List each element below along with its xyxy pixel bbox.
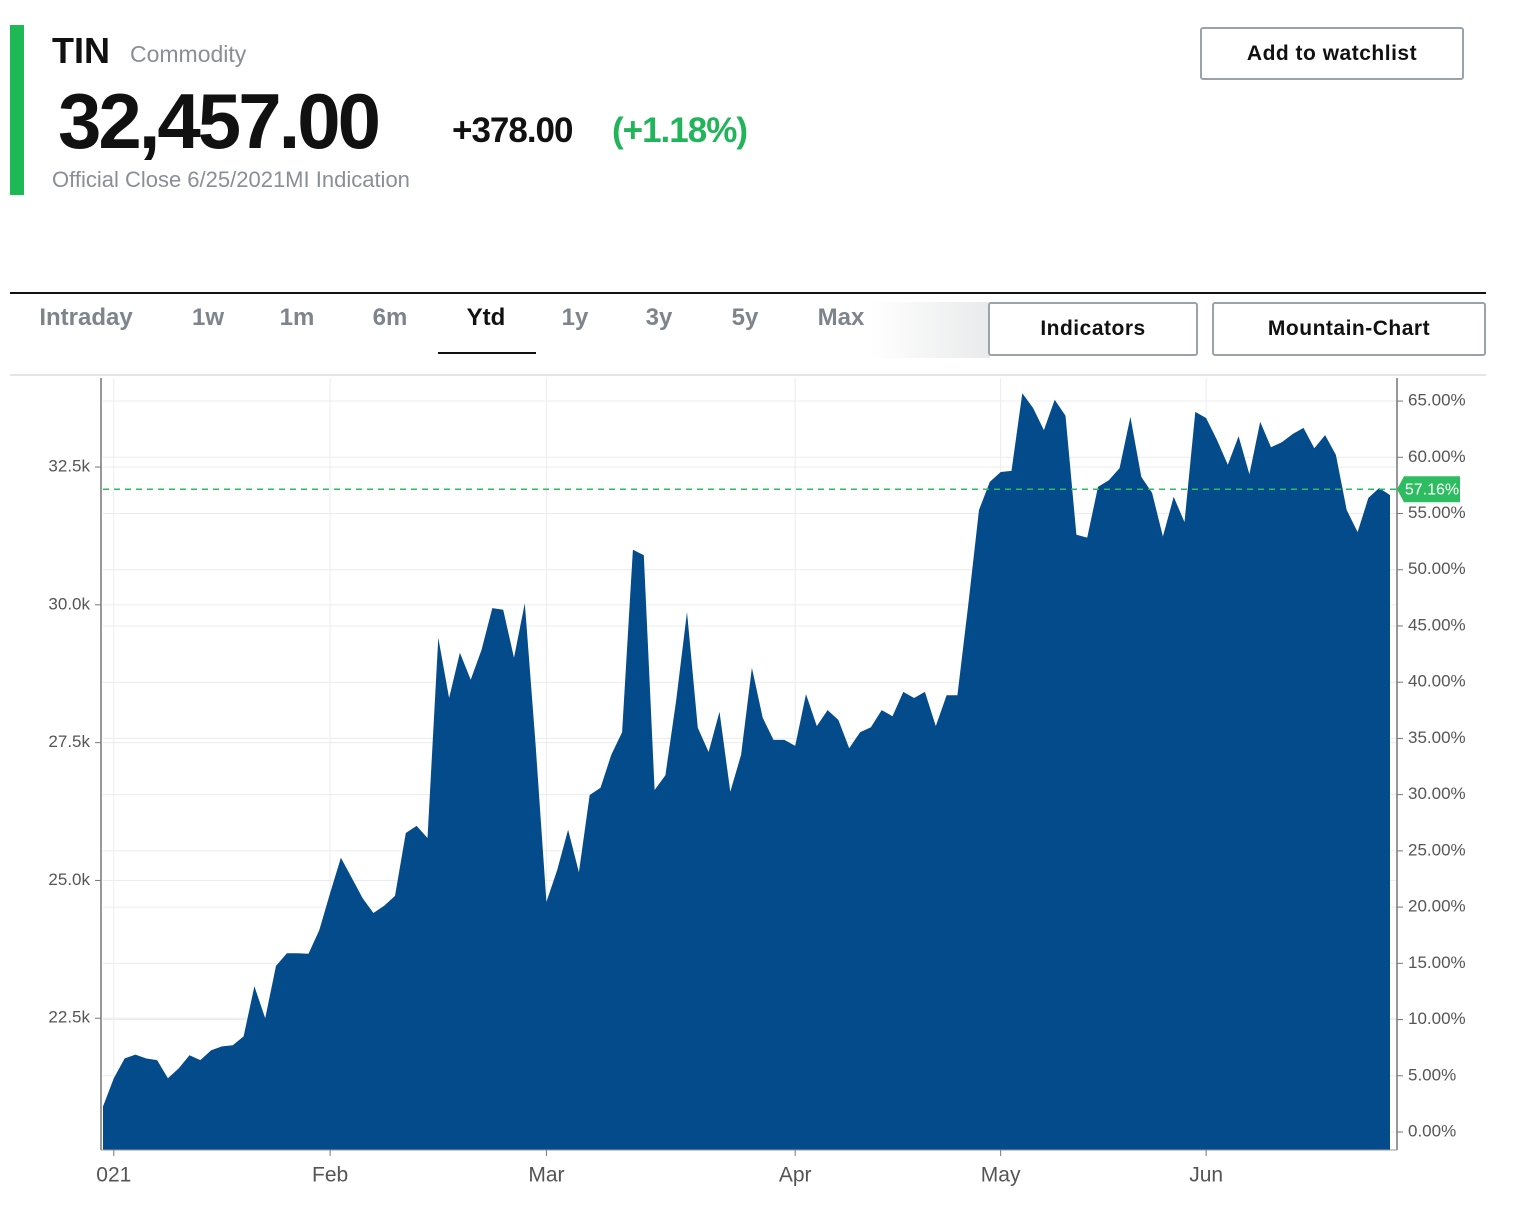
range-tab[interactable]: 5y [731,304,759,331]
y2-tick-label: 25.00% [1408,840,1466,859]
y2-tick-label: 55.00% [1408,503,1466,522]
reference-tag [1397,476,1460,503]
symbol: TIN [52,30,110,71]
y2-tick-label: 45.00% [1408,615,1466,634]
y-tick-label: 22.5k [48,1008,90,1027]
x-tick-label: Feb [312,1164,348,1187]
watchlist-button[interactable]: Add to watchlist [1200,27,1464,80]
divider [10,292,1486,294]
chart-type-button[interactable]: Mountain-Chart [1212,302,1486,356]
range-tab[interactable]: 1y [561,304,589,331]
y2-tick-label: 5.00% [1408,1065,1456,1084]
y2-tick-label: 50.00% [1408,559,1466,578]
x-tick-label: May [981,1164,1021,1187]
y2-tick-label: 35.00% [1408,728,1466,747]
y2-tick-label: 60.00% [1408,447,1466,466]
area [103,393,1390,1150]
active-tab-underline [438,352,536,354]
change: +378.00 [452,111,573,150]
y-tick-label: 30.0k [48,594,90,613]
y-tick-label: 25.0k [48,870,90,889]
tab-fade [870,302,990,358]
y-tick-label: 27.5k [48,732,90,751]
y2-tick-label: 40.00% [1408,672,1466,691]
range-tab[interactable]: 6m [372,304,408,331]
range-tab[interactable]: 1m [279,304,315,331]
range-tab[interactable]: 1w [191,304,225,331]
range-tab[interactable]: Max [817,304,865,331]
change-percent: (+1.18%) [612,111,748,150]
price: 32,457.00 [58,77,381,165]
reference-label: 57.16% [1405,481,1459,498]
y2-tick-label: 15.00% [1408,953,1466,972]
x-tick-label: 021 [96,1164,131,1187]
y-tick-label: 32.5k [48,457,90,476]
range-tab[interactable]: 3y [645,304,673,331]
asset-class: Commodity [130,41,247,67]
x-tick-label: Jun [1189,1164,1223,1187]
range-tab[interactable]: Ytd [466,304,506,331]
y2-tick-label: 20.00% [1408,897,1466,916]
range-tab[interactable]: Intraday [39,304,133,331]
x-tick-label: Apr [779,1164,812,1187]
y2-tick-label: 10.00% [1408,1009,1466,1028]
y2-tick-label: 0.00% [1408,1121,1456,1140]
accent-bar [10,25,24,195]
indicators-button[interactable]: Indicators [988,302,1198,356]
y2-tick-label: 30.00% [1408,784,1466,803]
status: Official Close 6/25/2021MI Indication [52,167,410,192]
y2-tick-label: 65.00% [1408,391,1466,410]
x-tick-label: Mar [528,1164,564,1187]
